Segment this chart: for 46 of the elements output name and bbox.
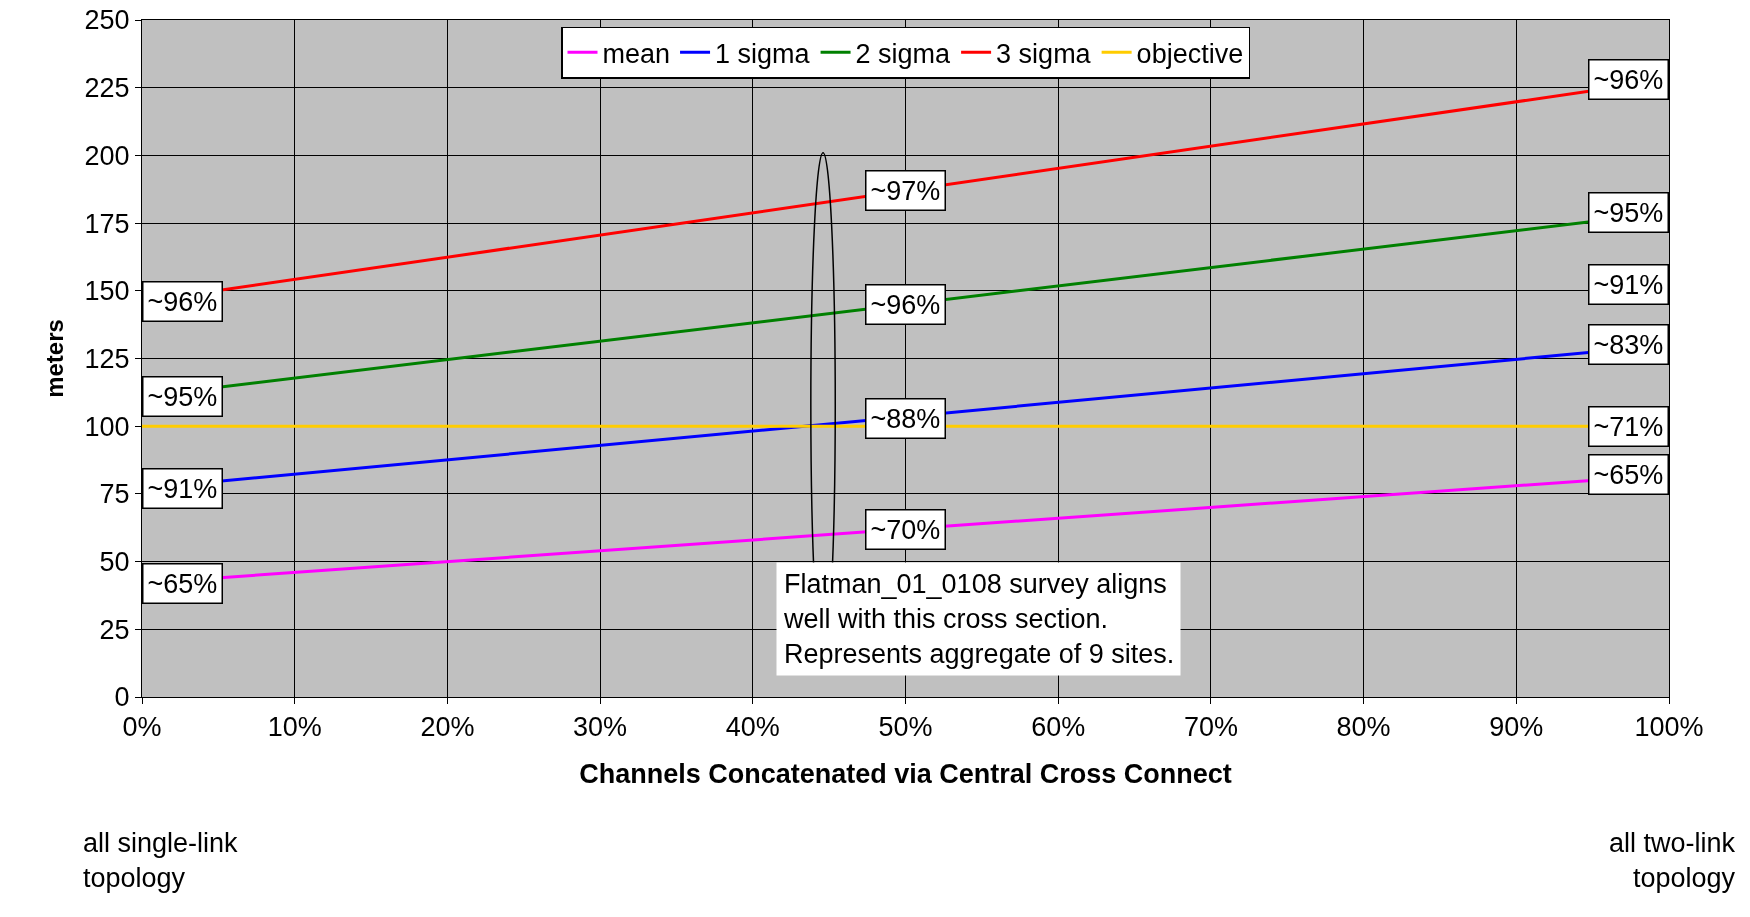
- x-axis-title: Channels Concatenated via Central Cross Connect: [579, 758, 1232, 789]
- y-tick-label: 250: [84, 5, 130, 36]
- annotation: ~65%: [147, 568, 218, 599]
- y-tick-label: 225: [84, 73, 130, 104]
- text: all single-link topology: [83, 828, 239, 894]
- y-tick-label: 200: [84, 140, 130, 171]
- x-tick-label: 40%: [725, 712, 780, 743]
- annotation: ~95%: [147, 381, 218, 412]
- x-tick-label: 30%: [573, 712, 628, 743]
- annotation: ~71%: [1593, 411, 1664, 442]
- annotation: ~96%: [1593, 64, 1664, 95]
- x-tick-label: 50%: [878, 712, 933, 743]
- x-tick-label: 60%: [1031, 712, 1086, 743]
- x-tick-label: 0%: [122, 712, 162, 743]
- y-axis-title: meters: [40, 319, 68, 398]
- annotation: ~88%: [870, 403, 941, 434]
- y-tick-label: 150: [84, 276, 130, 307]
- annotation: ~91%: [1593, 269, 1664, 300]
- y-tick-label: 125: [84, 343, 130, 374]
- annotation: ~95%: [1593, 197, 1664, 228]
- annotation: ~70%: [870, 514, 941, 545]
- legend-label: mean: [602, 38, 671, 69]
- annotation: ~96%: [870, 289, 941, 320]
- x-tick-label: 10%: [267, 712, 322, 743]
- annotation: ~65%: [1593, 459, 1664, 490]
- annotation: ~83%: [1593, 329, 1664, 360]
- legend-label: 1 sigma: [715, 38, 811, 69]
- annotation: Flatman_01_0108 survey aligns well with this cross section. Represents aggregate of 9 sites.: [783, 569, 1175, 670]
- y-tick-label: 25: [99, 614, 130, 645]
- y-tick-label: 175: [84, 208, 130, 239]
- x-tick-label: 70%: [1183, 712, 1238, 743]
- x-tick-label: 20%: [420, 712, 475, 743]
- annotation: ~96%: [147, 286, 218, 317]
- annotation: ~97%: [870, 175, 941, 206]
- x-tick-label: 100%: [1634, 712, 1704, 743]
- y-tick-label: 100: [84, 411, 130, 442]
- y-tick-label: 0: [114, 682, 130, 713]
- legend-label: objective: [1136, 38, 1244, 69]
- legend-label: 3 sigma: [996, 38, 1092, 69]
- y-tick-label: 75: [99, 479, 130, 510]
- x-tick-label: 90%: [1489, 712, 1544, 743]
- x-tick-label: 80%: [1336, 712, 1391, 743]
- annotation: ~91%: [147, 473, 218, 504]
- legend-label: 2 sigma: [855, 38, 952, 69]
- y-tick-label: 50: [99, 547, 130, 578]
- text: all two-link topology: [1609, 828, 1736, 894]
